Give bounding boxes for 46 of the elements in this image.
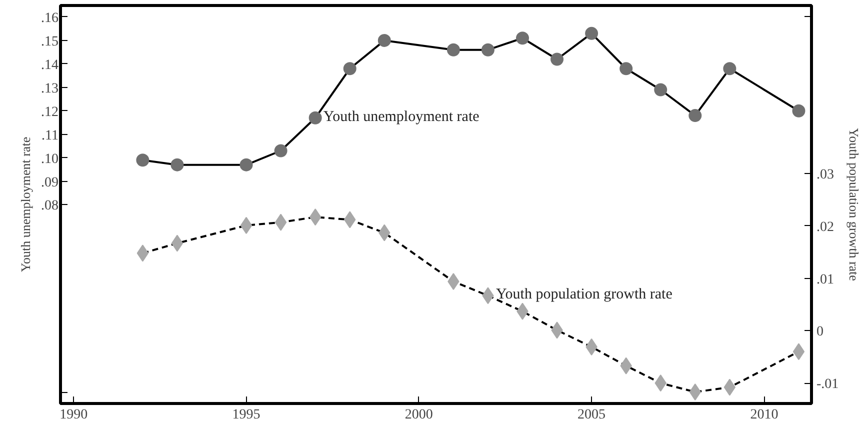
y-tick-label: .08 (41, 198, 58, 214)
point (792, 343, 805, 360)
point (378, 34, 391, 47)
x-tick-label: 2005 (578, 408, 606, 422)
y2-tick-label: .01 (816, 272, 834, 288)
point (136, 154, 150, 167)
y-axis-title: Youth unemployment rate (18, 136, 33, 272)
y-tick-label: .12 (41, 104, 58, 120)
y-tick-label: .16 (41, 11, 58, 26)
point (654, 83, 668, 96)
series-label: Youth population growth rate (496, 286, 673, 303)
point (309, 208, 322, 226)
y-tick-label: .10 (41, 152, 58, 167)
point (170, 158, 184, 172)
point (620, 62, 633, 76)
point (446, 43, 460, 56)
point (240, 216, 252, 234)
point (585, 26, 598, 40)
y2-tick-label: 0 (816, 324, 824, 340)
x-tick-label: 1990 (60, 408, 88, 422)
point (171, 234, 184, 252)
point (274, 144, 288, 158)
series-label: Youth unemployment rate (323, 108, 480, 125)
y-tick-label: .11 (42, 128, 59, 144)
point (136, 244, 149, 262)
point (240, 158, 253, 172)
point (723, 62, 736, 76)
point (274, 214, 287, 231)
y2-tick-label: .02 (816, 220, 834, 235)
y-tick-label: .15 (41, 34, 58, 50)
x-tick-label: 2000 (404, 408, 433, 422)
y2-tick-label: .03 (816, 168, 834, 183)
y-tick-label: .13 (41, 81, 58, 96)
point (343, 62, 356, 76)
point (550, 52, 564, 66)
point (792, 104, 806, 118)
y-tick-label: .14 (41, 58, 58, 73)
y2-tick-label: -.01 (816, 377, 839, 392)
y-tick-label: .09 (41, 175, 58, 190)
point (516, 32, 529, 45)
point (308, 111, 322, 124)
point (688, 109, 702, 122)
x-tick-label: 2010 (750, 408, 778, 422)
point (481, 43, 494, 56)
y2-axis-title: Youth population growth rate (846, 128, 862, 282)
x-tick-label: 1995 (232, 408, 260, 422)
